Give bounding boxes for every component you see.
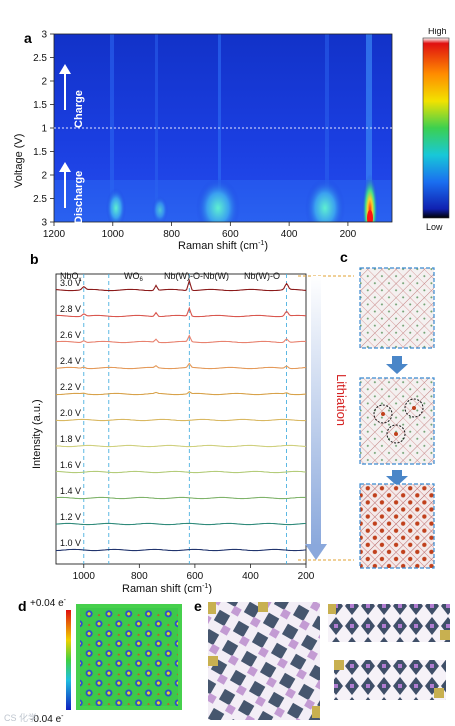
arrow-down-2 [386,470,408,486]
structure-lithiated [359,483,435,569]
b-xtick-label: 600 [187,571,204,582]
b-series-label: 1.8 V [60,434,81,444]
b-series-line [56,391,307,396]
panel-b-spectra: 3.0 V 2.8 V 2.6 V 2.4 V 2.2 V 2.0 V 1.8 V 1.6 V… [31,271,315,594]
structure-initial [359,267,435,349]
a-ytick-label: 1.5 [33,147,47,158]
panel-a-xlabel: Raman shift (cm-1) [178,240,268,252]
structure-side-view-2 [334,660,446,700]
panel-c-structures: Lithiation [298,267,435,569]
panel-a-ylabel: Voltage (V) [13,134,25,188]
a-xtick-label: 400 [281,229,298,240]
arrow-down-1 [386,356,408,374]
discharge-arrow [59,162,71,208]
b-xtick-label: 200 [298,571,315,582]
panel-d-label: d [18,598,27,614]
panel-c-label: c [340,249,348,265]
a-ytick-label: 2.5 [33,53,47,64]
b-series-label: 1.2 V [60,512,81,522]
b-series-line [55,362,307,370]
b-series-label: 2.6 V [60,330,81,340]
panel-a-label: a [24,30,32,46]
a-xtick-label: 1200 [43,229,66,240]
colorbar-low: Low [426,222,443,232]
a-ytick-label: 2 [41,77,47,88]
charge-label: Charge [73,90,85,128]
b-series-label: 2.2 V [60,382,81,392]
b-series-label: 2.0 V [60,408,81,418]
b-xtick-label: 400 [242,571,259,582]
b-series-line [56,306,307,318]
panel-b-label: b [30,251,39,267]
panel-d-charge-density: +0.04 e- -0.04 e- [30,597,182,725]
a-xtick-label: 200 [340,229,357,240]
b-series-line [55,444,307,448]
a-ytick-label: 3 [41,218,47,229]
panel-d-colorbar [66,610,71,710]
discharge-label: Discharge [73,171,85,224]
b-series-label: 3.0 V [60,278,81,288]
a-ytick-label: 2 [41,171,47,182]
panel-b-ylabel: Intensity (a.u.) [31,399,43,469]
charge-arrow [59,64,71,110]
panel-e-crystal [208,602,450,720]
a-ytick-label: 1.5 [33,100,47,111]
b-annotation: Nb(W)-O-Nb(W) [164,271,229,281]
b-annotation: WO6 [124,271,144,283]
a-xtick-label: 800 [163,229,180,240]
b-series-label: 1.0 V [60,538,81,548]
panel-d-scale-high: +0.04 e- [30,597,67,609]
a-ytick-label: 1 [41,124,47,135]
b-series-line [55,548,307,552]
b-series-line [55,522,306,526]
watermark: CS 化学 [4,713,38,723]
a-xtick-label: 600 [222,229,239,240]
a-ytick-label: 2.5 [33,194,47,205]
b-series-label: 2.8 V [60,304,81,314]
colorbar [422,37,450,219]
lithiation-label: Lithiation [334,374,349,426]
b-series-line [55,334,306,344]
b-series-label: 2.4 V [60,356,81,366]
b-annotation: NbOx [60,271,82,283]
colorbar-high: High [428,28,447,36]
panel-b-xlabel: Raman shift (cm-1) [122,583,212,594]
a-ytick-label: 3 [41,30,47,41]
a-xtick-label: 1000 [102,229,125,240]
panel-d-scale-low: -0.04 e- [30,713,64,725]
b-series-line [56,470,307,474]
b-annotation: Nb(W)-O [244,271,280,281]
structure-side-view-1 [328,604,450,642]
structure-top-view [208,602,320,720]
panel-e-label: e [194,598,202,614]
b-series-line [55,496,307,500]
b-series-label: 1.4 V [60,486,81,496]
structure-intermediate [359,377,435,465]
b-xtick-label: 800 [131,571,148,582]
panel-a-heatmap: Charge Discharge 3 2.5 2 1.5 1 1.5 2 2.5 3 1200 1… [13,28,450,252]
b-xtick-label: 1000 [73,571,96,582]
b-series-line [55,418,307,422]
b-series-label: 1.6 V [60,460,81,470]
b-series-line [55,278,307,292]
